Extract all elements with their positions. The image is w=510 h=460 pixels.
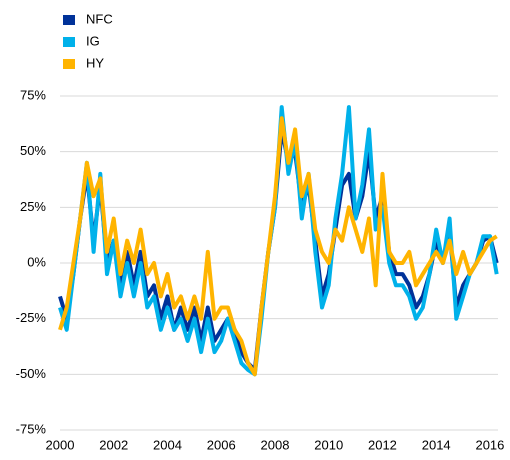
x-tick-label: 2012 — [368, 437, 397, 452]
x-tick-label: 2008 — [261, 437, 290, 452]
x-tick-label: 2016 — [475, 437, 504, 452]
y-tick-label: 0% — [27, 254, 46, 269]
x-tick-label: 2004 — [153, 437, 182, 452]
x-tick-label: 2010 — [314, 437, 343, 452]
x-tick-label: 2006 — [207, 437, 236, 452]
line — [58, 116, 498, 377]
y-tick-label: 50% — [20, 143, 46, 158]
y-tick-label: -25% — [16, 310, 47, 325]
x-tick-label: 2000 — [46, 437, 75, 452]
legend-swatch — [63, 59, 75, 69]
legend-swatch — [63, 37, 75, 47]
x-tick-label: 2014 — [422, 437, 451, 452]
x-tick-label: 2002 — [99, 437, 128, 452]
legend-label: IG — [86, 33, 100, 48]
legend-label: NFC — [86, 11, 113, 26]
y-tick-label: -50% — [16, 366, 47, 381]
y-tick-label: 25% — [20, 199, 46, 214]
y-tick-label: -75% — [16, 421, 47, 436]
legend-label: HY — [86, 55, 104, 70]
y-tick-label: 75% — [20, 87, 46, 102]
legend-swatch — [63, 15, 75, 25]
